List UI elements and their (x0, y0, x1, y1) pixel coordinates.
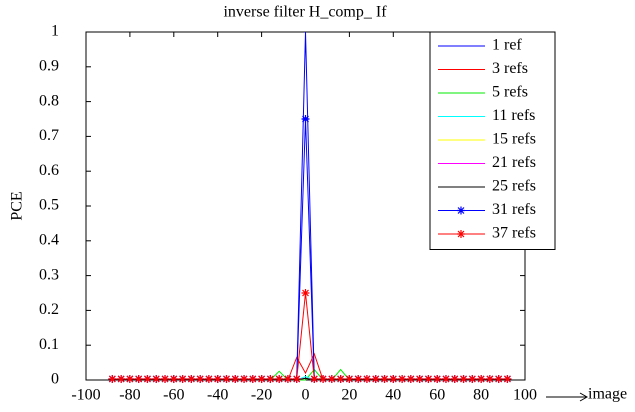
series-line (112, 292, 508, 380)
legend-label: 11 refs (492, 107, 535, 124)
marker (152, 374, 161, 383)
marker (327, 374, 336, 383)
x-tick-label: 60 (429, 387, 445, 404)
x-tick-label: 40 (385, 387, 401, 404)
y-tick-label: 0.4 (39, 231, 59, 248)
marker (459, 374, 468, 383)
marker (450, 374, 459, 383)
marker (319, 374, 328, 383)
marker (187, 374, 196, 383)
x-tick-label: 80 (473, 387, 489, 404)
legend-label: 37 refs (492, 225, 536, 242)
y-tick-label: 0.5 (39, 197, 59, 214)
y-tick-label: 0 (51, 371, 59, 388)
marker (415, 374, 424, 383)
y-tick-label: 0.8 (39, 92, 59, 109)
marker (196, 374, 205, 383)
x-tick-label: -100 (71, 387, 100, 404)
y-tick-label: 1 (51, 23, 59, 40)
legend-marker (457, 230, 465, 238)
marker (169, 374, 178, 383)
marker (248, 374, 257, 383)
marker (204, 374, 213, 383)
marker (240, 374, 249, 383)
marker (310, 374, 319, 383)
marker (336, 374, 345, 383)
marker (371, 374, 380, 383)
marker (441, 374, 450, 383)
marker (161, 374, 170, 383)
legend-marker (457, 206, 465, 215)
legend: 1 ref 3 refs 5 refs 11 refs 15 refs 21 refs 25… (429, 31, 556, 250)
marker (117, 374, 126, 383)
x-tick-label: -80 (119, 387, 140, 404)
marker (275, 374, 284, 383)
x-axis-label: image (588, 386, 627, 403)
marker (213, 374, 222, 383)
x-arrow-head (579, 392, 589, 402)
y-tick-label: 0.7 (39, 127, 59, 144)
marker (503, 374, 512, 383)
marker (301, 115, 310, 123)
marker (398, 374, 407, 383)
series-line (112, 377, 508, 381)
x-tick-label: -60 (163, 387, 184, 404)
marker (477, 374, 486, 383)
marker (292, 374, 301, 383)
marker (468, 374, 477, 383)
x-tick-label: -20 (251, 387, 272, 404)
marker (301, 289, 310, 297)
marker (283, 374, 292, 383)
marker (406, 374, 415, 383)
legend-label: 3 refs (492, 60, 528, 77)
marker (134, 374, 143, 383)
marker (257, 374, 266, 383)
y-axis-label: PCE (9, 191, 26, 220)
marker (424, 374, 433, 383)
marker (494, 374, 503, 383)
y-tick-label: 0.1 (39, 336, 59, 353)
marker (266, 374, 275, 383)
legend-label: 31 refs (492, 201, 536, 218)
x-tick-label: -40 (207, 387, 228, 404)
marker (143, 374, 152, 383)
marker (362, 374, 371, 383)
y-tick-label: 0.6 (39, 162, 59, 179)
marker (108, 374, 117, 383)
y-tick-label: 0.2 (39, 301, 59, 318)
x-tick-label: 100 (513, 387, 537, 404)
marker (222, 374, 231, 383)
legend-label: 1 ref (492, 37, 522, 54)
legend-label: 15 refs (492, 131, 536, 148)
marker (485, 374, 494, 383)
legend-label: 5 refs (492, 84, 528, 101)
marker (433, 374, 442, 383)
chart-title: inverse filter H_comp_ If (223, 4, 387, 21)
marker (178, 374, 187, 383)
marker (380, 374, 389, 383)
y-tick-label: 0.9 (39, 57, 59, 74)
legend-label: 21 refs (492, 154, 536, 171)
marker (125, 374, 134, 383)
y-tick-label: 0.3 (39, 266, 59, 283)
marker (354, 374, 363, 383)
marker (389, 374, 398, 383)
legend-box (429, 31, 556, 250)
legend-label: 25 refs (492, 178, 536, 195)
x-tick-label: 20 (341, 387, 357, 404)
marker (231, 374, 240, 383)
marker (345, 374, 354, 383)
x-tick-label: 0 (302, 387, 310, 404)
